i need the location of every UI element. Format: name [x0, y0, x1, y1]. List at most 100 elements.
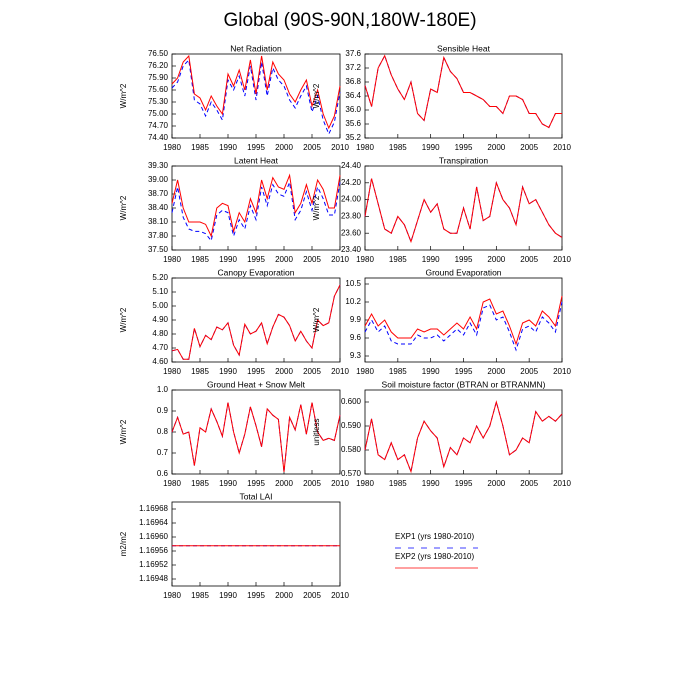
- y-tick-label: 37.2: [345, 63, 361, 72]
- y-axis-label: W/m^2: [312, 83, 321, 108]
- series-line: [171, 173, 341, 238]
- x-tick-label: 1980: [356, 255, 374, 264]
- y-tick-label: 0.7: [157, 448, 169, 457]
- x-tick-label: 2000: [487, 143, 505, 152]
- panel-title: Latent Heat: [234, 155, 279, 165]
- x-tick-label: 1980: [163, 591, 181, 600]
- panel-title: Transpiration: [439, 155, 489, 165]
- x-tick-label: 2005: [520, 143, 538, 152]
- x-tick-label: 1990: [219, 143, 237, 152]
- y-tick-label: 76.20: [148, 61, 169, 70]
- y-axis-label: W/m^2: [312, 195, 321, 220]
- x-tick-label: 2005: [303, 255, 321, 264]
- y-tick-label: 4.70: [152, 343, 168, 352]
- x-tick-label: 2010: [331, 591, 349, 600]
- y-tick-label: 5.20: [152, 273, 168, 282]
- x-tick-label: 2000: [275, 591, 293, 600]
- x-tick-label: 2010: [553, 367, 571, 376]
- y-tick-label: 9.3: [350, 351, 362, 360]
- y-tick-label: 1.16948: [139, 574, 168, 583]
- x-tick-label: 2005: [303, 591, 321, 600]
- y-axis-label: W/m^2: [119, 195, 128, 220]
- x-tick-label: 1985: [191, 143, 209, 152]
- x-tick-label: 1985: [389, 367, 407, 376]
- x-tick-label: 1985: [191, 255, 209, 264]
- x-tick-label: 1990: [219, 255, 237, 264]
- x-tick-label: 1990: [422, 255, 440, 264]
- x-tick-label: 1980: [356, 367, 374, 376]
- y-axis-label: W/m^2: [119, 307, 128, 332]
- x-tick-label: 1980: [163, 367, 181, 376]
- x-tick-label: 2000: [275, 255, 293, 264]
- x-tick-label: 1995: [247, 591, 265, 600]
- series-line: [364, 301, 563, 352]
- y-tick-label: 9.9: [350, 315, 362, 324]
- y-tick-label: 1.0: [157, 385, 169, 394]
- x-tick-label: 1990: [422, 479, 440, 488]
- series-line: [364, 295, 563, 346]
- y-tick-label: 39.30: [148, 161, 169, 170]
- x-tick-label: 1995: [247, 143, 265, 152]
- y-tick-label: 24.20: [341, 178, 362, 187]
- x-tick-label: 2000: [487, 367, 505, 376]
- panel-title: Sensible Heat: [437, 43, 491, 53]
- x-tick-label: 1995: [455, 479, 473, 488]
- x-tick-label: 2010: [331, 255, 349, 264]
- x-tick-label: 1990: [219, 591, 237, 600]
- y-tick-label: 1.16968: [139, 504, 168, 513]
- y-tick-label: 0.570: [341, 469, 362, 478]
- y-tick-label: 37.80: [148, 231, 169, 240]
- y-tick-label: 37.50: [148, 245, 169, 254]
- y-axis-label: unitless: [312, 418, 321, 445]
- y-tick-label: 4.90: [152, 315, 168, 324]
- x-tick-label: 2010: [331, 143, 349, 152]
- y-axis-label: m2/m2: [119, 531, 128, 556]
- y-axis-label: W/m^2: [119, 83, 128, 108]
- y-tick-label: 35.2: [345, 133, 361, 142]
- y-tick-label: 9.6: [350, 333, 362, 342]
- y-tick-label: 4.60: [152, 357, 168, 366]
- x-tick-label: 1995: [247, 479, 265, 488]
- x-tick-label: 2000: [487, 255, 505, 264]
- x-tick-label: 1995: [455, 143, 473, 152]
- y-tick-label: 75.00: [148, 109, 169, 118]
- x-tick-label: 1985: [191, 591, 209, 600]
- x-tick-label: 2005: [520, 479, 538, 488]
- panel-title: Net Radiation: [230, 43, 282, 53]
- x-tick-label: 1990: [219, 479, 237, 488]
- x-tick-label: 2005: [303, 367, 321, 376]
- y-tick-label: 36.4: [345, 91, 361, 100]
- y-tick-label: 23.40: [341, 245, 362, 254]
- panel-title: Canopy Evaporation: [217, 267, 294, 277]
- figure-title: Global (90S-90N,180W-180E): [223, 10, 476, 31]
- series-line: [364, 178, 563, 244]
- x-tick-label: 2010: [553, 143, 571, 152]
- x-tick-label: 2005: [520, 255, 538, 264]
- y-tick-label: 37.6: [345, 49, 361, 58]
- series-line: [171, 284, 341, 360]
- x-tick-label: 2010: [553, 479, 571, 488]
- x-tick-label: 2000: [275, 479, 293, 488]
- x-tick-label: 2010: [553, 255, 571, 264]
- panel-title: Ground Heat + Snow Melt: [207, 379, 306, 389]
- x-tick-label: 2010: [331, 479, 349, 488]
- y-tick-label: 38.10: [148, 217, 169, 226]
- y-tick-label: 0.9: [157, 406, 169, 415]
- x-tick-label: 2010: [331, 367, 349, 376]
- y-tick-label: 75.60: [148, 85, 169, 94]
- y-axis-label: W/m^2: [312, 307, 321, 332]
- x-tick-label: 2005: [303, 143, 321, 152]
- y-tick-label: 0.590: [341, 421, 362, 430]
- y-tick-label: 23.60: [341, 228, 362, 237]
- panel-title: Total LAI: [239, 491, 272, 501]
- series-line: [171, 402, 341, 472]
- x-tick-label: 1980: [163, 255, 181, 264]
- x-tick-label: 2000: [275, 143, 293, 152]
- x-tick-label: 1980: [163, 143, 181, 152]
- y-tick-label: 5.10: [152, 287, 168, 296]
- x-tick-label: 2000: [275, 367, 293, 376]
- x-tick-label: 1980: [356, 143, 374, 152]
- x-tick-label: 2005: [303, 479, 321, 488]
- x-tick-label: 1980: [163, 479, 181, 488]
